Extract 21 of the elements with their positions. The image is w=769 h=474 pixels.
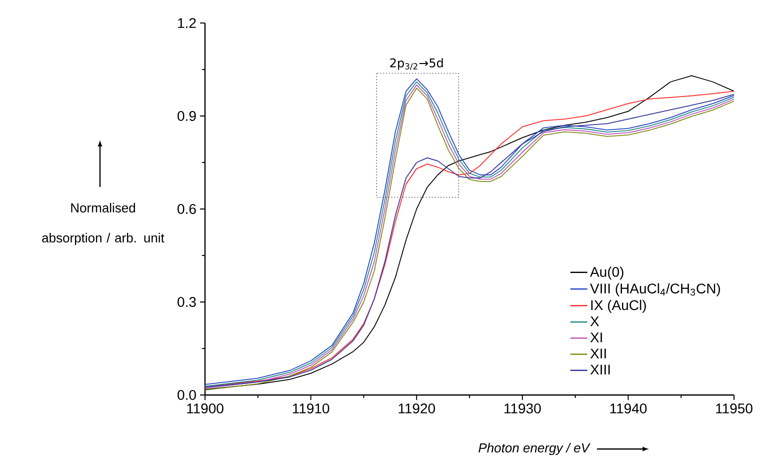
y-tick-label: 0.9 (178, 111, 196, 121)
x-tick-label: 11920 (398, 403, 435, 414)
x-tick-label: 11940 (610, 403, 647, 414)
y-tick-label: 1.2 (178, 18, 196, 28)
x-tick-label: 11950 (716, 403, 752, 414)
text: Normalised absorption / arb. unit (42, 202, 164, 246)
x-tick-label: 11900 (187, 403, 224, 414)
x-axis-title: Photon energy / eV (478, 442, 590, 456)
legend-label: XIII (590, 364, 610, 374)
annotation: 2p$_{3/2}$→5d (390, 58, 443, 70)
y-tick-label: 0.6 (178, 204, 196, 214)
legend-label: Au(0) (590, 266, 624, 280)
x-tick-label: 11930 (504, 403, 541, 414)
x-tick-label: 11910 (292, 403, 330, 414)
legend-label: VIII (HAuCl$_{4}$/CH$_{3}$CN) (590, 283, 720, 296)
legend-label: IX (AuCl) (591, 300, 646, 313)
y-tick-label: 0.3 (178, 297, 196, 307)
legend-label: XII (590, 348, 606, 358)
y-tick-label: 0.0 (178, 390, 196, 400)
legend-label: XI (590, 332, 602, 342)
legend-label: X (590, 316, 600, 326)
